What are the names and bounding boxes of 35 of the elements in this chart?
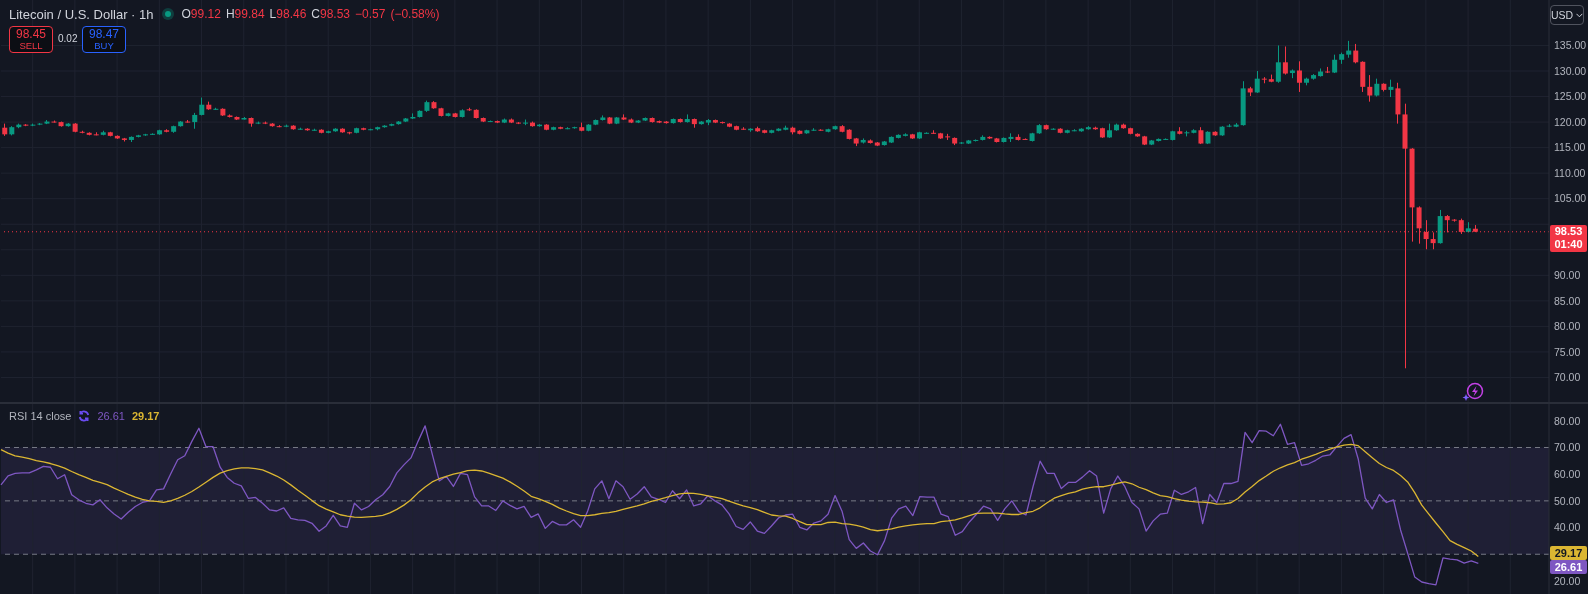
y-tick-label: 125.00 <box>1554 90 1587 103</box>
y-tick-label: 90.00 <box>1554 269 1581 282</box>
sell-button: 98.45 SELL <box>9 26 53 53</box>
annotation: 0.02 <box>58 33 78 44</box>
text: Litecoin / U.S. Dollar · 1h <box>9 6 154 22</box>
y-tick-label: 105.00 <box>1554 192 1587 205</box>
buy-button: 98.47 BUY <box>82 26 126 53</box>
y-tick-label: 60.00 <box>1554 467 1581 480</box>
y-tick-label: 80.00 <box>1554 414 1581 427</box>
annotation: BUY <box>94 39 114 52</box>
y-tick-label: 75.00 <box>1554 345 1581 358</box>
y-tick-label: 80.00 <box>1554 320 1581 333</box>
y-tick-label: 115.00 <box>1554 141 1586 154</box>
value-tag: 29.17 <box>1550 545 1587 560</box>
text: O99.12 H99.84 L98.46 C98.53 −0.57 (−0.58%) <box>181 7 440 21</box>
price-tag: 98.53 01:40 <box>1550 224 1587 252</box>
ref-line-label: 98.53 <box>1554 224 1583 238</box>
line-series <box>0 423 1479 586</box>
y-tick-label: 135.00 <box>1554 39 1587 52</box>
annotation: 29.17 <box>131 410 160 422</box>
y-tick-label: 120.00 <box>1554 115 1587 128</box>
y-tick-label: 85.00 <box>1554 294 1581 307</box>
y-tick-label: 70.00 <box>1554 371 1581 384</box>
y-tick-label: 70.00 <box>1554 441 1581 454</box>
annotation: SELL <box>19 39 43 52</box>
annotation: 98.47 <box>88 26 120 41</box>
annotation: 26.61 <box>97 410 125 422</box>
y-tick-label: 110.00 <box>1554 166 1586 179</box>
y-tick-label: 130.00 <box>1554 64 1587 77</box>
y-tick-label: 40.00 <box>1554 521 1581 534</box>
currency-dropdown: USD <box>1550 5 1584 25</box>
text: RSI 14 close <box>9 410 72 422</box>
annotation: 98.45 <box>15 26 47 41</box>
y-tick-label: 20.00 <box>1554 574 1581 587</box>
y-tick-label: 50.00 <box>1554 494 1581 507</box>
